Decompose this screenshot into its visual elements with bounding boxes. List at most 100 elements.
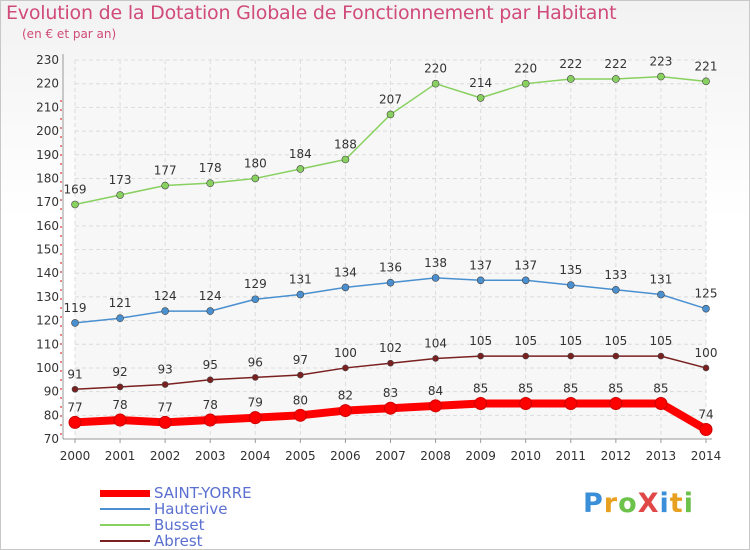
data-point-hauterive [702, 304, 710, 313]
data-point-saint-yorre [519, 396, 533, 410]
data-point-busset [296, 165, 305, 173]
data-point-hauterive [657, 290, 665, 299]
data-label-busset: 207 [379, 92, 402, 106]
data-label-hauterive: 129 [244, 277, 267, 291]
data-label-busset: 223 [649, 55, 672, 69]
data-label-abrest: 105 [649, 334, 672, 348]
data-point-hauterive [251, 295, 260, 304]
data-label-busset: 220 [424, 62, 447, 76]
x-tick-label: 2011 [556, 449, 587, 463]
data-label-saint-yorre: 83 [383, 386, 398, 400]
data-point-busset [386, 110, 395, 119]
data-label-abrest: 92 [112, 365, 127, 379]
x-tick-label: 2005 [285, 449, 316, 463]
logo-letter: X [637, 488, 660, 519]
data-point-saint-yorre [293, 408, 307, 422]
x-tick-label: 2003 [195, 449, 226, 463]
data-point-saint-yorre [68, 415, 82, 429]
x-tick-label: 2013 [646, 449, 677, 463]
data-point-abrest [116, 383, 124, 391]
data-label-hauterive: 131 [289, 273, 312, 287]
logo-letter: t [669, 488, 684, 519]
data-label-busset: 222 [559, 57, 582, 71]
legend-swatch-hauterive [100, 508, 150, 510]
y-tick-label: 230 [36, 53, 59, 67]
legend-label-saint-yorre: SAINT-YORRE [154, 483, 252, 502]
data-label-hauterive: 121 [109, 296, 132, 310]
logo-letter: i [683, 488, 694, 519]
data-point-busset [612, 75, 620, 83]
data-point-hauterive [116, 314, 124, 322]
data-point-abrest [612, 352, 620, 360]
data-point-hauterive [296, 290, 305, 299]
data-point-saint-yorre [384, 401, 397, 415]
data-label-abrest: 105 [604, 334, 627, 348]
data-label-busset: 180 [244, 156, 267, 170]
data-point-saint-yorre [248, 411, 262, 425]
legend-label-abrest: Abrest [154, 531, 203, 550]
x-tick-label: 2014 [691, 449, 722, 463]
x-tick-label: 2007 [375, 449, 406, 463]
chart-title: Evolution de la Dotation Globale de Fonc… [6, 2, 617, 24]
x-tick-label: 2004 [240, 449, 271, 463]
data-label-abrest: 97 [293, 353, 308, 367]
y-tick-label: 170 [36, 195, 59, 209]
data-label-hauterive: 124 [154, 289, 177, 303]
data-label-busset: 178 [199, 161, 222, 175]
data-label-hauterive: 137 [514, 258, 537, 272]
data-label-hauterive: 135 [559, 263, 582, 277]
y-tick-label: 120 [36, 314, 59, 328]
chart-subtitle: (en € et par an) [22, 27, 117, 41]
y-tick-label: 80 [44, 408, 59, 422]
data-label-busset: 221 [695, 59, 718, 73]
data-label-hauterive: 134 [334, 265, 357, 279]
data-label-saint-yorre: 78 [203, 398, 218, 412]
logo-letter: i [659, 488, 670, 519]
data-point-hauterive [206, 307, 215, 315]
data-label-abrest: 95 [203, 358, 218, 372]
proxiti-logo: ProXiti [583, 488, 694, 519]
data-point-busset [161, 181, 169, 190]
data-label-abrest: 93 [158, 363, 173, 377]
logo-letter: P [583, 488, 604, 519]
data-label-abrest: 100 [334, 346, 357, 360]
y-tick-label: 70 [44, 432, 59, 446]
data-point-hauterive [521, 276, 530, 285]
data-point-busset [566, 75, 575, 83]
data-point-hauterive [566, 281, 575, 289]
data-label-busset: 169 [64, 182, 87, 196]
legend-label-busset: Busset [154, 515, 205, 534]
x-tick-label: 2009 [465, 449, 496, 463]
y-tick-label: 200 [36, 124, 59, 138]
data-label-saint-yorre: 77 [67, 400, 82, 414]
data-point-saint-yorre [474, 396, 488, 410]
data-label-saint-yorre: 74 [698, 408, 713, 422]
data-point-abrest [657, 352, 665, 360]
data-label-saint-yorre: 85 [518, 381, 533, 395]
data-point-saint-yorre [429, 399, 443, 413]
x-tick-label: 2012 [601, 449, 632, 463]
data-point-abrest [432, 355, 439, 362]
data-label-busset: 214 [469, 76, 492, 90]
x-tick-label: 2001 [105, 449, 136, 463]
data-label-abrest: 100 [695, 346, 718, 360]
data-label-hauterive: 136 [379, 261, 402, 275]
data-point-abrest [251, 374, 259, 381]
data-point-hauterive [71, 319, 79, 327]
legend-swatch-busset [100, 524, 150, 526]
data-point-saint-yorre [338, 404, 352, 418]
data-point-hauterive [431, 274, 440, 282]
y-tick-label: 210 [36, 100, 59, 114]
data-point-hauterive [612, 285, 620, 294]
legend-label-hauterive: Hauterive [154, 499, 228, 518]
data-label-abrest: 91 [67, 367, 82, 381]
data-label-hauterive: 119 [64, 301, 87, 315]
data-label-abrest: 105 [469, 334, 492, 348]
x-tick-label: 2010 [510, 449, 541, 463]
data-label-abrest: 96 [248, 355, 263, 369]
data-label-abrest: 105 [514, 334, 537, 348]
y-tick-label: 90 [44, 385, 59, 399]
data-label-saint-yorre: 79 [248, 396, 263, 410]
data-label-busset: 188 [334, 137, 357, 151]
